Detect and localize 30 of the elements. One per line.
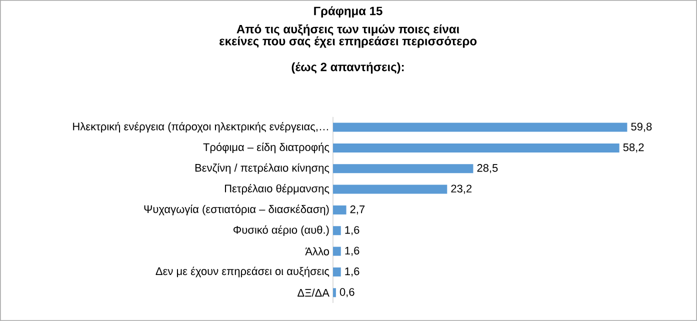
data-label: 59,8 — [631, 122, 652, 132]
data-label: 1,6 — [345, 226, 360, 236]
y-tick-label: Ψυχαγωγία (εστιατόρια – διασκέδαση) — [144, 204, 329, 216]
bar — [332, 226, 341, 236]
data-label: 23,2 — [451, 184, 472, 194]
data-label: 28,5 — [477, 164, 498, 174]
data-label: 58,2 — [623, 143, 644, 153]
data-label: 2,7 — [350, 205, 365, 215]
chart-title: Γράφημα 15 — [314, 6, 382, 18]
bar — [332, 246, 341, 256]
y-tick-label: ΔΞ/ΔΑ — [298, 288, 330, 297]
data-label: 0,6 — [340, 288, 354, 298]
data-label: 1,6 — [345, 246, 360, 256]
bar — [332, 164, 474, 174]
y-tick-label: Βενζίνη / πετρέλαιο κίνησης — [195, 163, 330, 174]
y-tick-label: Δεν με έχουν επηρεάσει οι αυξήσεις — [156, 266, 330, 278]
bar — [332, 206, 346, 214]
bar — [332, 143, 620, 152]
bar — [332, 268, 341, 277]
y-tick-label: Ηλεκτρική ενέργεια (πάροχοι ηλεκτρικής ενέργειας,… — [73, 122, 328, 133]
y-tick-label: Πετρέλαιο θέρμανσης — [225, 184, 330, 195]
bar — [332, 184, 448, 194]
y-tick-label: Φυσικό αέριο (αυθ.) — [233, 225, 329, 236]
chart-subtitle: Από τις αυξήσεις των τιμών ποιες είναι εκείνες που σας έχει επηρεάσει περισσότερο — [220, 24, 477, 48]
y-tick-label: Τρόφιμα – είδη διατροφής — [203, 142, 330, 154]
y-tick-label: Άλλο — [305, 247, 330, 256]
bar — [332, 122, 628, 132]
text: (έως 2 απαντήσεις): — [292, 62, 404, 74]
bar — [332, 288, 336, 298]
data-label: 1,6 — [345, 267, 360, 277]
